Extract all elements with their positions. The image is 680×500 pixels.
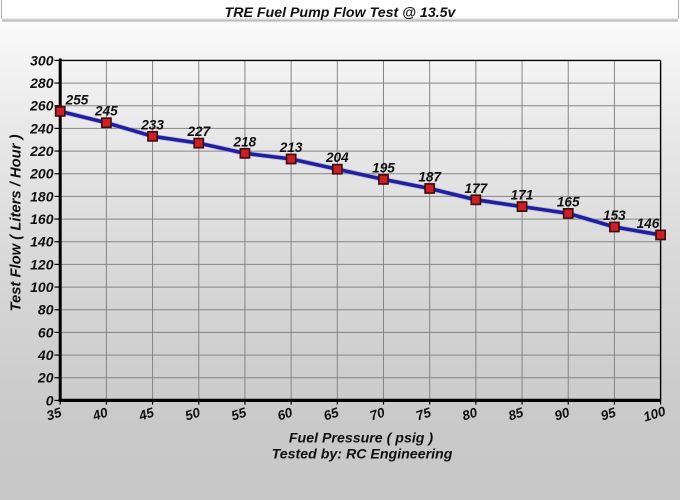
svg-text:Fuel Pressure ( psig ): Fuel Pressure ( psig ) bbox=[289, 431, 434, 447]
svg-text:50: 50 bbox=[183, 404, 202, 423]
svg-text:55: 55 bbox=[229, 404, 248, 423]
svg-text:120: 120 bbox=[30, 256, 54, 272]
svg-text:165: 165 bbox=[557, 194, 580, 209]
svg-text:80: 80 bbox=[38, 302, 54, 318]
svg-text:260: 260 bbox=[29, 98, 54, 114]
svg-text:20: 20 bbox=[37, 370, 54, 386]
svg-text:90: 90 bbox=[553, 404, 572, 423]
svg-text:45: 45 bbox=[136, 404, 156, 423]
svg-text:220: 220 bbox=[29, 143, 54, 159]
svg-text:65: 65 bbox=[322, 404, 341, 423]
svg-text:60: 60 bbox=[38, 324, 54, 340]
svg-text:213: 213 bbox=[279, 140, 303, 155]
svg-text:240: 240 bbox=[29, 120, 54, 136]
svg-text:200: 200 bbox=[29, 166, 54, 182]
svg-text:177: 177 bbox=[465, 181, 489, 196]
svg-text:180: 180 bbox=[30, 188, 54, 204]
svg-text:85: 85 bbox=[506, 404, 525, 423]
svg-text:218: 218 bbox=[233, 134, 257, 149]
svg-text:100: 100 bbox=[30, 279, 54, 295]
svg-text:Tested by: RC Engineering: Tested by: RC Engineering bbox=[272, 447, 453, 463]
svg-text:75: 75 bbox=[414, 404, 433, 423]
svg-text:187: 187 bbox=[418, 170, 442, 185]
svg-text:70: 70 bbox=[368, 404, 387, 423]
svg-text:TRE Fuel Pump Flow Test @ 13.5: TRE Fuel Pump Flow Test @ 13.5v bbox=[225, 5, 457, 21]
svg-text:146: 146 bbox=[637, 216, 660, 231]
svg-text:245: 245 bbox=[94, 104, 118, 119]
svg-text:140: 140 bbox=[30, 234, 54, 250]
svg-text:35: 35 bbox=[45, 404, 64, 423]
svg-text:195: 195 bbox=[372, 160, 395, 175]
svg-text:227: 227 bbox=[186, 124, 211, 139]
svg-text:Test Flow ( Liters / Hour ): Test Flow ( Liters / Hour ) bbox=[9, 134, 25, 311]
svg-text:80: 80 bbox=[460, 404, 479, 423]
svg-text:171: 171 bbox=[511, 188, 534, 203]
svg-text:300: 300 bbox=[30, 52, 54, 68]
svg-text:0: 0 bbox=[46, 392, 54, 408]
svg-text:40: 40 bbox=[90, 404, 110, 423]
svg-text:280: 280 bbox=[29, 75, 54, 91]
svg-text:95: 95 bbox=[599, 404, 618, 423]
svg-text:153: 153 bbox=[603, 208, 626, 223]
svg-text:40: 40 bbox=[37, 347, 54, 363]
svg-text:204: 204 bbox=[325, 150, 349, 165]
svg-text:255: 255 bbox=[65, 92, 89, 107]
svg-text:60: 60 bbox=[275, 404, 294, 423]
svg-text:160: 160 bbox=[30, 211, 54, 227]
svg-text:100: 100 bbox=[641, 403, 667, 424]
svg-text:233: 233 bbox=[140, 117, 164, 132]
